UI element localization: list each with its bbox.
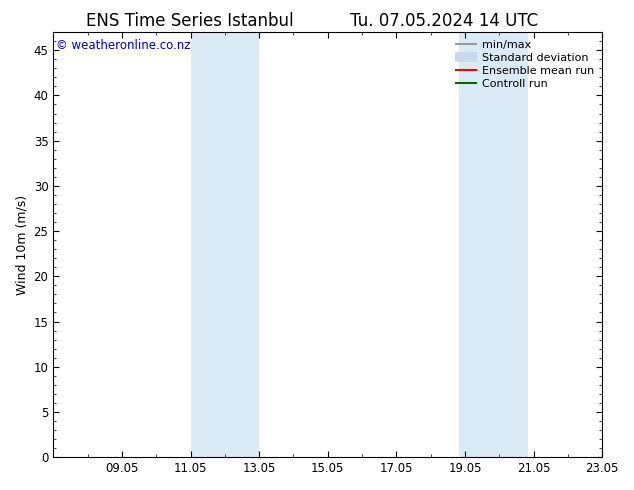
Text: ENS Time Series Istanbul: ENS Time Series Istanbul (86, 12, 294, 30)
Text: © weatheronline.co.nz: © weatheronline.co.nz (56, 39, 191, 51)
Bar (191, 32, 259, 457)
Bar (459, 32, 528, 457)
Y-axis label: Wind 10m (m/s): Wind 10m (m/s) (15, 195, 28, 294)
Legend: min/max, Standard deviation, Ensemble mean run, Controll run: min/max, Standard deviation, Ensemble me… (452, 38, 597, 91)
Text: Tu. 07.05.2024 14 UTC: Tu. 07.05.2024 14 UTC (350, 12, 538, 30)
